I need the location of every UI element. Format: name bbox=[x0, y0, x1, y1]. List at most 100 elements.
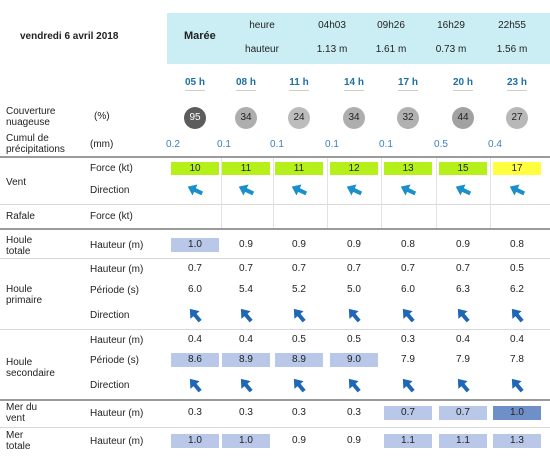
houle-primaire-direction-label: Direction bbox=[90, 310, 130, 321]
houle-secondaire-periode-label: Période (s) bbox=[90, 355, 139, 366]
houle-primaire-hauteur-cell: 0.7 bbox=[401, 263, 415, 274]
column-separator bbox=[327, 158, 328, 228]
houle-primaire-periode-cell: 6.3 bbox=[456, 284, 470, 295]
wind-direction-cell bbox=[236, 180, 256, 203]
cloud-cover-circle: 44 bbox=[452, 107, 474, 129]
mer-totale-hauteur-label: Hauteur (m) bbox=[90, 436, 144, 447]
rafale-force-label: Force (kt) bbox=[90, 211, 133, 222]
houle-secondaire-hauteur-cell: 0.5 bbox=[292, 334, 306, 345]
hour-underline bbox=[507, 90, 527, 91]
houle-secondaire-direction-cell bbox=[344, 375, 364, 398]
separator bbox=[0, 204, 550, 205]
houle-primaire-label: Houle primaire bbox=[6, 284, 43, 306]
precip-unit: (mm) bbox=[90, 139, 114, 150]
wind-force-cell: 17 bbox=[493, 162, 541, 175]
mer-du-vent-label: Mer du vent bbox=[6, 402, 38, 424]
mer-totale-hauteur-cell: 1.0 bbox=[171, 434, 219, 448]
wind-arrow-icon bbox=[400, 184, 417, 196]
mer-du-vent-hauteur-cell: 0.7 bbox=[384, 406, 432, 420]
houle-secondaire-periode-cell: 7.8 bbox=[510, 354, 524, 365]
hour-header: 23 h bbox=[506, 77, 527, 88]
houle-primaire-direction-cell bbox=[398, 305, 418, 328]
houle-secondaire-periode-cell: 7.9 bbox=[456, 354, 470, 365]
wind-arrow-icon bbox=[238, 184, 255, 196]
houle-totale-hauteur-cell: 0.9 bbox=[456, 239, 470, 250]
cloud-cover-circle: 34 bbox=[235, 107, 257, 129]
wind-direction-cell bbox=[344, 180, 364, 203]
swell-arrow-icon bbox=[457, 378, 470, 393]
houle-totale-hauteur-cell: 0.8 bbox=[401, 239, 415, 250]
vent-label: Vent bbox=[6, 177, 27, 188]
swell-arrow-icon bbox=[348, 378, 361, 393]
houle-primaire-periode-cell: 5.2 bbox=[292, 284, 306, 295]
wind-direction-cell bbox=[507, 180, 527, 203]
precip-value: 0.1 bbox=[217, 139, 231, 150]
cloud-unit: (%) bbox=[94, 111, 110, 122]
houle-primaire-direction-cell bbox=[185, 305, 205, 328]
wind-force-cell: 11 bbox=[222, 162, 270, 175]
separator bbox=[0, 427, 550, 428]
tide-label: Marée bbox=[184, 30, 216, 42]
swell-arrow-icon bbox=[293, 308, 306, 323]
tide-height: 1.56 m bbox=[496, 44, 528, 55]
mer-du-vent-hauteur-cell: 0.3 bbox=[347, 407, 361, 418]
hour-underline bbox=[236, 90, 256, 91]
forecast-date: vendredi 6 avril 2018 bbox=[20, 31, 119, 42]
column-separator bbox=[490, 158, 491, 228]
rafale-label: Rafale bbox=[6, 211, 35, 222]
houle-secondaire-direction-cell bbox=[185, 375, 205, 398]
swell-arrow-icon bbox=[511, 308, 524, 323]
swell-arrow-icon bbox=[293, 378, 306, 393]
houle-totale-hauteur-cell: 0.8 bbox=[510, 239, 524, 250]
houle-primaire-hauteur-cell: 0.7 bbox=[239, 263, 253, 274]
cloud-cover-circle: 95 bbox=[184, 107, 206, 129]
houle-secondaire-direction-cell bbox=[289, 375, 309, 398]
tide-panel bbox=[167, 13, 550, 64]
hour-underline bbox=[398, 90, 418, 91]
houle-primaire-direction-cell bbox=[507, 305, 527, 328]
mer-du-vent-hauteur-label: Hauteur (m) bbox=[90, 408, 144, 419]
houle-primaire-direction-cell bbox=[236, 305, 256, 328]
houle-totale-hauteur-cell: 0.9 bbox=[347, 239, 361, 250]
wind-force-cell: 12 bbox=[330, 162, 378, 175]
wind-arrow-icon bbox=[346, 184, 363, 196]
wind-arrow-icon bbox=[291, 184, 308, 196]
houle-secondaire-direction-cell bbox=[398, 375, 418, 398]
houle-secondaire-periode-cell: 9.0 bbox=[330, 353, 378, 367]
houle-primaire-hauteur-label: Hauteur (m) bbox=[90, 264, 144, 275]
tide-time: 04h03 bbox=[318, 20, 346, 31]
wind-direction-cell bbox=[453, 180, 473, 203]
cloud-cover-circle: 24 bbox=[288, 107, 310, 129]
mer-du-vent-hauteur-cell: 0.3 bbox=[188, 407, 202, 418]
houle-totale-hauteur-label: Hauteur (m) bbox=[90, 240, 144, 251]
houle-secondaire-label: Houle secondaire bbox=[6, 357, 55, 379]
houle-secondaire-hauteur-cell: 0.4 bbox=[456, 334, 470, 345]
hour-header: 08 h bbox=[235, 77, 256, 88]
wind-force-cell: 15 bbox=[439, 162, 487, 175]
swell-arrow-icon bbox=[511, 378, 524, 393]
tide-time: 16h29 bbox=[437, 20, 465, 31]
houle-secondaire-hauteur-cell: 0.4 bbox=[188, 334, 202, 345]
cloud-cover-circle: 32 bbox=[397, 107, 419, 129]
houle-primaire-hauteur-cell: 0.7 bbox=[292, 263, 306, 274]
separator bbox=[0, 329, 550, 330]
houle-secondaire-hauteur-cell: 0.4 bbox=[510, 334, 524, 345]
swell-arrow-icon bbox=[457, 308, 470, 323]
wind-direction-cell bbox=[185, 180, 205, 203]
vent-direction-label: Direction bbox=[90, 185, 130, 196]
houle-primaire-periode-cell: 6.2 bbox=[510, 284, 524, 295]
mer-totale-hauteur-cell: 0.9 bbox=[292, 435, 306, 446]
houle-secondaire-periode-cell: 8.6 bbox=[171, 353, 219, 367]
wind-force-cell: 13 bbox=[384, 162, 432, 175]
houle-primaire-periode-cell: 6.0 bbox=[401, 284, 415, 295]
houle-secondaire-periode-cell: 8.9 bbox=[275, 353, 323, 367]
column-separator bbox=[381, 158, 382, 228]
swell-arrow-icon bbox=[240, 378, 253, 393]
wind-force-cell: 10 bbox=[171, 162, 219, 175]
houle-secondaire-direction-cell bbox=[453, 375, 473, 398]
houle-primaire-hauteur-cell: 0.5 bbox=[510, 263, 524, 274]
houle-secondaire-periode-cell: 8.9 bbox=[222, 353, 270, 367]
separator bbox=[0, 156, 550, 158]
hour-header: 05 h bbox=[184, 77, 205, 88]
houle-totale-hauteur-cell: 1.0 bbox=[171, 238, 219, 252]
